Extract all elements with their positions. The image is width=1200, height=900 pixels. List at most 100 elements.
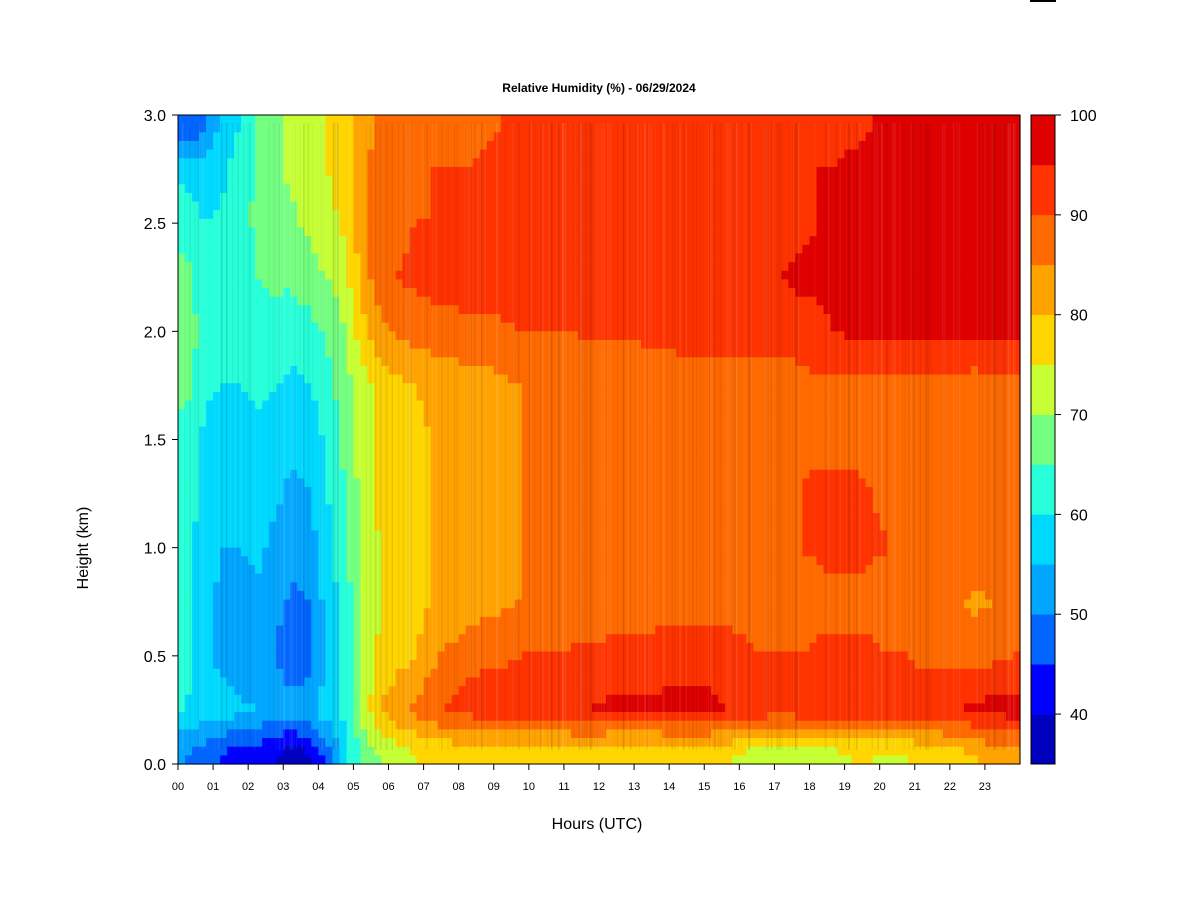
heatmap-cell: [760, 115, 768, 125]
heatmap-cell: [556, 426, 565, 436]
heatmap-cell: [437, 262, 446, 272]
heatmap-cell: [514, 236, 523, 246]
heatmap-cell: [297, 400, 305, 410]
heatmap-cell: [704, 262, 712, 272]
heatmap-cell: [725, 123, 733, 133]
heatmap-cell: [949, 253, 958, 263]
heatmap-cell: [837, 262, 846, 272]
heatmap-cell: [185, 322, 193, 332]
heatmap-cell: [732, 253, 740, 263]
heatmap-cell: [1005, 296, 1014, 306]
heatmap-cell: [374, 348, 383, 358]
heatmap-cell: [676, 314, 684, 324]
heatmap-cell: [367, 288, 376, 298]
heatmap-cell: [430, 417, 439, 428]
heatmap-cell: [760, 357, 768, 367]
heatmap-cell: [984, 288, 993, 298]
heatmap-cell: [437, 383, 446, 393]
heatmap-cell: [914, 409, 923, 419]
heatmap-cell: [858, 365, 867, 376]
heatmap-cell: [851, 417, 860, 428]
heatmap-cell: [837, 218, 846, 229]
heatmap-cell: [465, 262, 474, 272]
heatmap-cell: [486, 166, 495, 177]
heatmap-cell: [725, 331, 733, 341]
heatmap-cell: [991, 452, 1000, 462]
heatmap-cell: [227, 218, 235, 229]
heatmap-cell: [613, 166, 621, 177]
heatmap-cell: [977, 175, 986, 185]
heatmap-cell: [465, 426, 474, 436]
heatmap-cell: [963, 262, 972, 272]
heatmap-cell: [339, 296, 347, 306]
heatmap-cell: [556, 409, 565, 419]
heatmap-cell: [788, 288, 797, 298]
heatmap-cell: [276, 339, 284, 350]
heatmap-cell: [669, 262, 677, 272]
heatmap-cell: [662, 339, 670, 350]
heatmap-cell: [374, 132, 383, 142]
heatmap-cell: [234, 262, 242, 272]
heatmap-cell: [767, 140, 776, 151]
heatmap-cell: [458, 210, 467, 220]
heatmap-cell: [956, 296, 965, 306]
heatmap-cell: [262, 365, 270, 376]
heatmap-cell: [584, 400, 593, 410]
heatmap-cell: [823, 262, 832, 272]
heatmap-cell: [402, 365, 411, 376]
heatmap-cell: [984, 201, 993, 211]
heatmap-cell: [872, 288, 881, 298]
heatmap-cell: [472, 132, 481, 142]
heatmap-cell: [879, 357, 888, 367]
heatmap-cell: [423, 244, 432, 255]
heatmap-cell: [956, 443, 965, 454]
heatmap-cell: [900, 461, 909, 471]
heatmap-cell: [963, 270, 972, 281]
heatmap-cell: [556, 175, 565, 185]
heatmap-cell: [725, 192, 733, 203]
heatmap-cell: [627, 383, 635, 393]
heatmap-cell: [500, 210, 509, 220]
heatmap-cell: [262, 192, 270, 203]
heatmap-cell: [886, 322, 895, 332]
heatmap-cell: [872, 140, 881, 151]
heatmap-cell: [739, 184, 747, 194]
heatmap-cell: [535, 331, 544, 341]
heatmap-cell: [430, 391, 439, 402]
heatmap-cell: [255, 279, 263, 289]
heatmap-cell: [241, 331, 249, 341]
heatmap-cell: [865, 426, 874, 436]
heatmap-cell: [669, 296, 677, 306]
heatmap-cell: [753, 270, 761, 281]
heatmap-cell: [746, 244, 754, 255]
heatmap-cell: [248, 227, 256, 237]
heatmap-cell: [318, 115, 326, 125]
heatmap-cell: [956, 166, 965, 177]
heatmap-cell: [690, 452, 698, 462]
heatmap-cell: [542, 365, 551, 376]
heatmap-cell: [669, 270, 677, 281]
heatmap-cell: [563, 461, 572, 471]
heatmap-cell: [451, 227, 460, 237]
heatmap-cell: [970, 115, 979, 125]
heatmap-cell: [430, 227, 439, 237]
heatmap-cell: [788, 115, 797, 125]
heatmap-cell: [718, 123, 726, 133]
heatmap-cell: [970, 244, 979, 255]
heatmap-cell: [423, 175, 432, 185]
heatmap-cell: [395, 227, 404, 237]
heatmap-cell: [641, 374, 649, 384]
heatmap-cell: [367, 452, 376, 462]
heatmap-cell: [220, 140, 228, 151]
heatmap-cell: [760, 253, 768, 263]
heatmap-cell: [290, 452, 298, 462]
heatmap-cell: [465, 374, 474, 384]
heatmap-cell: [395, 149, 404, 159]
heatmap-cell: [514, 400, 523, 410]
heatmap-cell: [213, 158, 221, 168]
heatmap-cell: [1012, 409, 1021, 419]
heatmap-cell: [542, 383, 551, 393]
heatmap-cell: [718, 409, 726, 419]
heatmap-cell: [907, 253, 916, 263]
heatmap-cell: [220, 314, 228, 324]
